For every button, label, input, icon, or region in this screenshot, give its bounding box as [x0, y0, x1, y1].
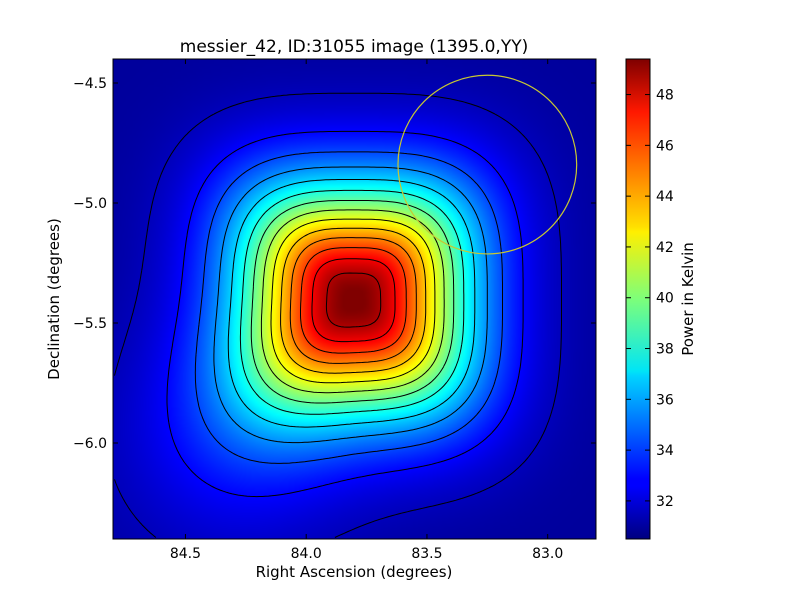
colorbar-frame [625, 58, 651, 540]
contour-line [227, 179, 476, 428]
x-tick-label: 84.0 [291, 546, 322, 562]
colorbar-ticks: 32 34 36 38 40 42 44 46 48 [626, 88, 674, 510]
contour-line [194, 151, 503, 464]
beam-circle [397, 74, 578, 255]
contour-line [114, 92, 562, 538]
y-tick-label: −6.0 [73, 436, 107, 452]
y-axis-ticks: −4.5 −5.0 −5.5 −6.0 [73, 76, 596, 452]
contour-layer [114, 92, 562, 538]
heatmap-image [113, 59, 596, 539]
colorbar-gradient [626, 59, 650, 539]
contour-line [250, 200, 455, 404]
y-tick-label: −5.5 [73, 316, 107, 332]
plot-frame [112, 58, 597, 540]
y-axis-label: Declination (degrees) [45, 218, 63, 380]
y-tick-label: −5.0 [73, 196, 107, 212]
colorbar-tick-label: 34 [656, 443, 674, 459]
x-tick-label: 84.5 [170, 546, 201, 562]
colorbar-tick-label: 44 [656, 189, 674, 205]
colorbar-tick-label: 46 [656, 138, 674, 154]
colorbar-tick-label: 38 [656, 342, 674, 358]
contour-line [280, 227, 427, 374]
x-axis-label: Right Ascension (degrees) [256, 563, 453, 581]
colorbar-tick-label: 48 [656, 88, 674, 104]
x-tick-label: 83.5 [411, 546, 442, 562]
colorbar-tick-label: 36 [656, 392, 674, 408]
x-axis-ticks: 84.5 84.0 83.5 83.0 [170, 59, 563, 562]
colorbar-tick-label: 40 [656, 291, 674, 307]
contour-line [213, 166, 488, 444]
contour-line [311, 258, 396, 343]
x-tick-label: 83.0 [532, 546, 563, 562]
colorbar-label: Power in Kelvin [679, 242, 697, 356]
contour-line [270, 218, 436, 384]
y-tick-label: −4.5 [73, 76, 107, 92]
contour-line [166, 130, 524, 498]
contour-line [239, 189, 465, 415]
contour-line [260, 209, 445, 394]
contour-line [300, 247, 407, 354]
contour-line [289, 237, 417, 364]
colorbar-tick-label: 32 [656, 494, 674, 510]
colorbar: 32 34 36 38 40 42 44 46 48 Power in Kelvin [625, 58, 697, 540]
colorbar-tick-label: 42 [656, 240, 674, 256]
plot-area [112, 58, 597, 540]
contour-line [325, 272, 382, 328]
chart-title: messier_42, ID:31055 image (1395.0,YY) [180, 37, 528, 57]
